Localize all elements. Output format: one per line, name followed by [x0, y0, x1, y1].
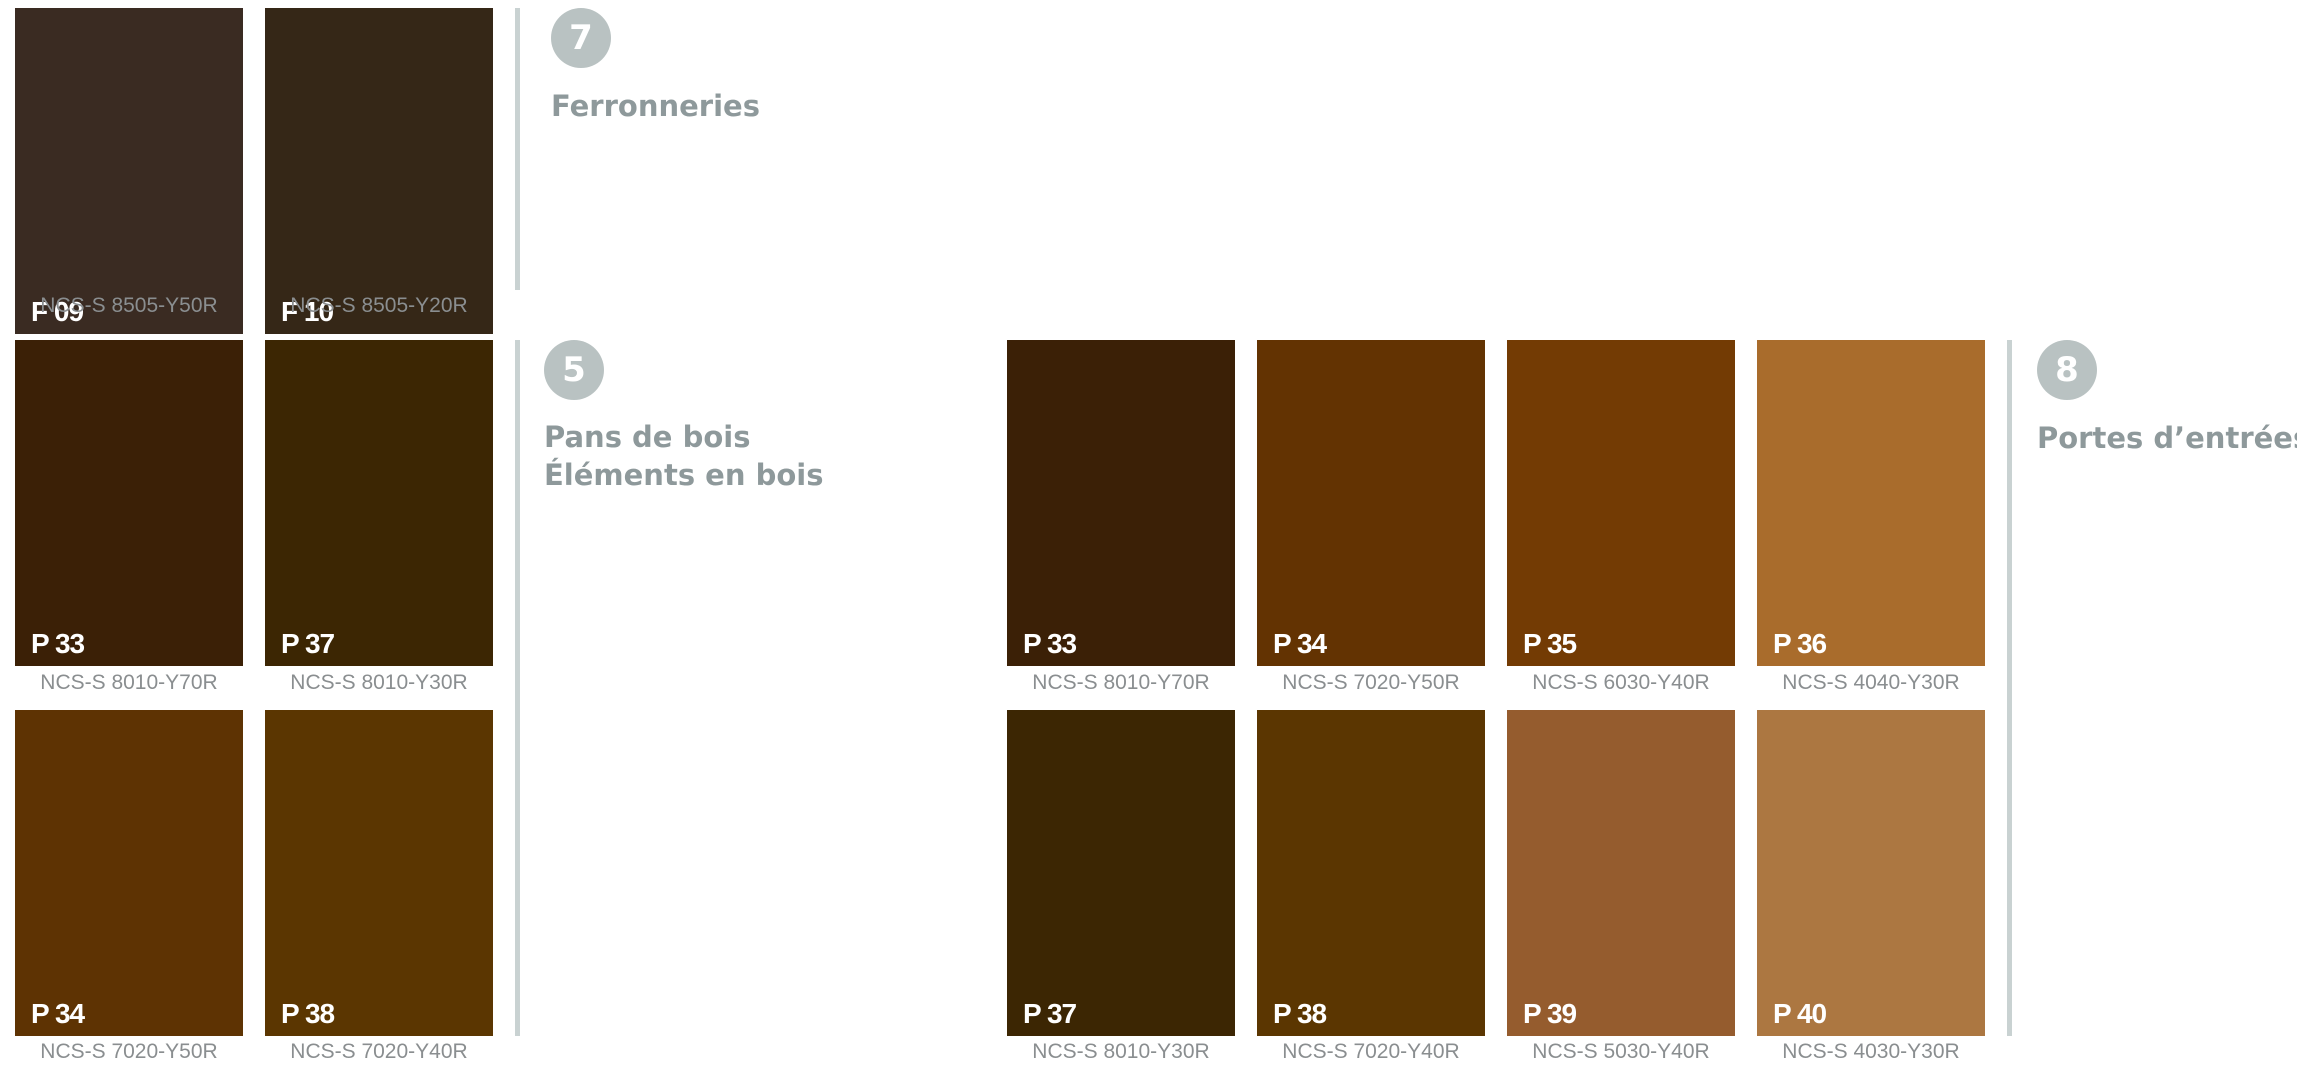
- swatch-f09: F 09: [15, 8, 243, 334]
- section-title-line2: Éléments en bois: [544, 458, 824, 492]
- swatch-code: P 40: [1773, 998, 1827, 1029]
- swatch-code: F 10: [281, 296, 334, 327]
- swatch-ncs: NCS-S 7020-Y50R: [40, 1040, 218, 1063]
- swatch-p33: P 33: [15, 340, 243, 666]
- swatch-p35: P 35: [1507, 340, 1735, 666]
- section-divider: [2007, 340, 2012, 1036]
- swatch-code: P 33: [1023, 628, 1077, 659]
- section-number-badge: 7: [551, 8, 611, 68]
- section-title: Ferronneries: [551, 89, 760, 123]
- swatch-p39: P 39: [1507, 710, 1735, 1036]
- swatch-ncs: NCS-S 7020-Y40R: [1282, 1040, 1460, 1063]
- swatch-ncs: NCS-S 5030-Y40R: [1532, 1040, 1710, 1063]
- swatch-code: P 38: [281, 998, 335, 1029]
- swatch-code: P 36: [1773, 628, 1827, 659]
- swatch-ncs: NCS-S 7020-Y40R: [290, 1040, 468, 1063]
- swatch-ncs: NCS-S 8010-Y70R: [1032, 671, 1210, 694]
- section-title: Portes d’entrées: [2037, 421, 2297, 455]
- swatch-ncs: NCS-S 8505-Y50R: [40, 294, 218, 317]
- swatch-code: P 34: [1273, 628, 1327, 659]
- swatch-p38: P 38: [265, 710, 493, 1036]
- swatch-code: P 37: [1023, 998, 1077, 1029]
- swatch-code: P 35: [1523, 628, 1577, 659]
- section-number-badge: 5: [544, 340, 604, 400]
- swatch-f10: F 10: [265, 8, 493, 334]
- swatch-code: P 33: [31, 628, 85, 659]
- swatch-p40: P 40: [1757, 710, 1985, 1036]
- swatch-ncs: NCS-S 8505-Y20R: [290, 294, 468, 317]
- swatch-p33: P 33: [1007, 340, 1235, 666]
- section-divider: [515, 8, 520, 290]
- swatch-code: P 39: [1523, 998, 1577, 1029]
- section-number-badge: 8: [2037, 340, 2097, 400]
- swatch-code: P 37: [281, 628, 335, 659]
- swatch-p38: P 38: [1257, 710, 1485, 1036]
- swatch-ncs: NCS-S 4030-Y30R: [1782, 1040, 1960, 1063]
- swatch-code: F 09: [31, 296, 84, 327]
- swatch-p34: P 34: [1257, 340, 1485, 666]
- section-divider: [515, 340, 520, 1036]
- swatch-code: P 38: [1273, 998, 1327, 1029]
- swatch-code: P 34: [31, 998, 85, 1029]
- swatch-ncs: NCS-S 8010-Y70R: [40, 671, 218, 694]
- section-title-line1: Pans de bois: [544, 420, 751, 454]
- swatch-ncs: NCS-S 7020-Y50R: [1282, 671, 1460, 694]
- swatch-p37: P 37: [1007, 710, 1235, 1036]
- swatch-p36: P 36: [1757, 340, 1985, 666]
- swatch-ncs: NCS-S 6030-Y40R: [1532, 671, 1710, 694]
- swatch-ncs: NCS-S 8010-Y30R: [290, 671, 468, 694]
- swatch-ncs: NCS-S 8010-Y30R: [1032, 1040, 1210, 1063]
- swatch-ncs: NCS-S 4040-Y30R: [1782, 671, 1960, 694]
- swatch-p34: P 34: [15, 710, 243, 1036]
- swatch-p37: P 37: [265, 340, 493, 666]
